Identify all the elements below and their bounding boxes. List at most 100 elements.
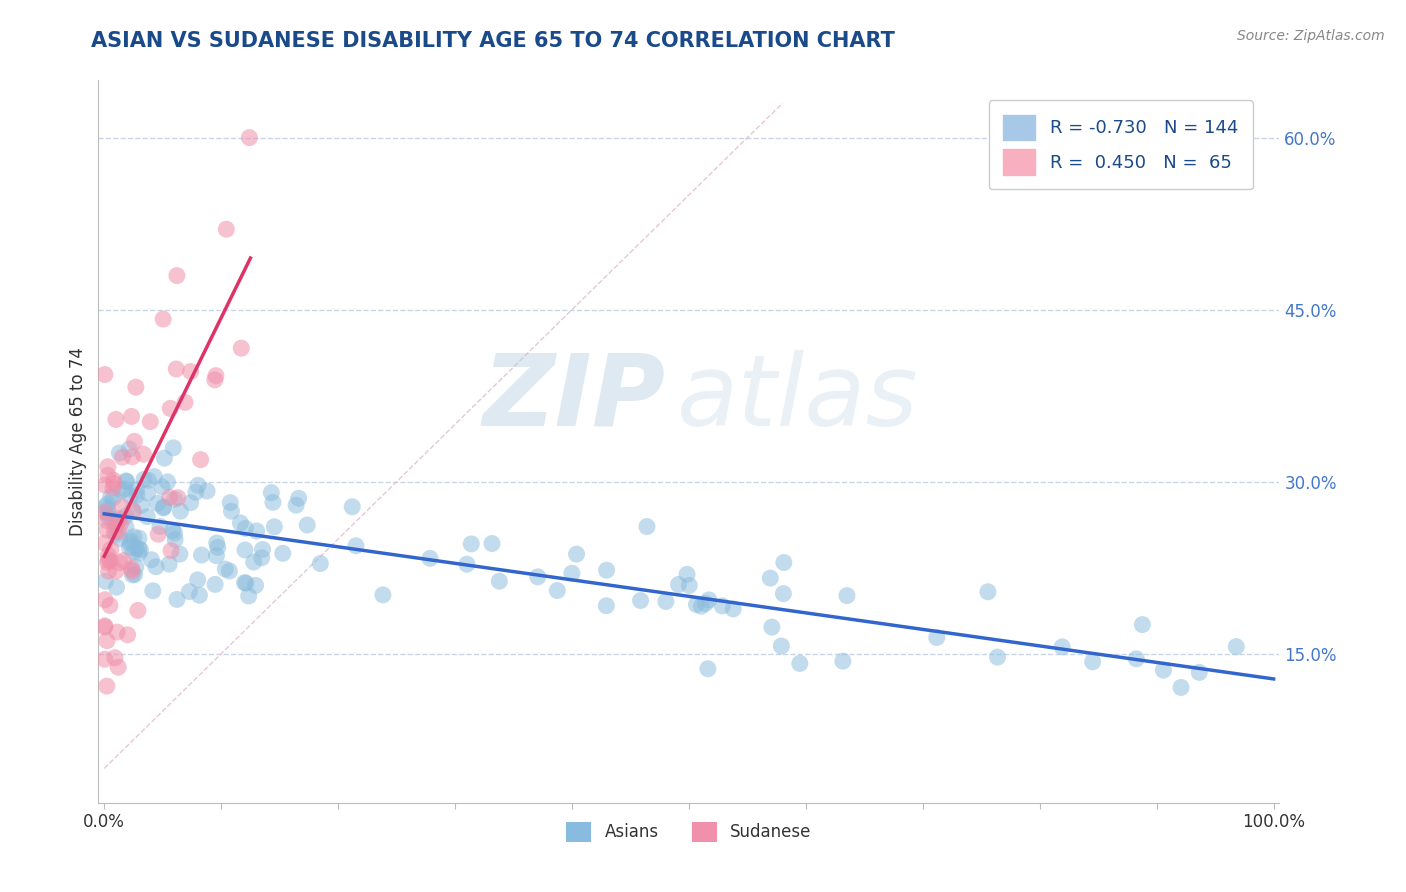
Text: atlas: atlas — [678, 350, 918, 447]
Point — [697, 593, 720, 607]
Point — [110, 516, 132, 531]
Point — [235, 521, 257, 535]
Point — [1130, 617, 1153, 632]
Point — [120, 489, 142, 503]
Point — [145, 559, 167, 574]
Point — [108, 446, 131, 460]
Point — [128, 531, 150, 545]
Point — [481, 536, 503, 550]
Point — [125, 488, 148, 502]
Point — [160, 543, 183, 558]
Point — [488, 574, 510, 589]
Point — [107, 514, 129, 528]
Point — [96, 513, 118, 527]
Point — [108, 556, 131, 570]
Point — [1125, 652, 1147, 666]
Point — [180, 364, 202, 378]
Point — [233, 575, 256, 590]
Point — [105, 517, 128, 532]
Text: ASIAN VS SUDANESE DISABILITY AGE 65 TO 74 CORRELATION CHART: ASIAN VS SUDANESE DISABILITY AGE 65 TO 7… — [91, 31, 896, 51]
Point — [977, 584, 1000, 599]
Point — [229, 516, 252, 530]
Point — [169, 547, 191, 561]
Point — [124, 434, 146, 449]
Point — [205, 368, 228, 383]
Point — [97, 556, 120, 570]
Point — [195, 484, 218, 499]
Point — [114, 482, 136, 496]
Point — [595, 599, 617, 613]
Point — [97, 507, 120, 521]
Point — [187, 478, 209, 492]
Point — [342, 500, 364, 514]
Point — [97, 548, 120, 562]
Point — [101, 481, 124, 495]
Point — [96, 523, 118, 537]
Point — [100, 490, 122, 504]
Point — [136, 509, 159, 524]
Point — [143, 469, 166, 483]
Point — [1081, 655, 1104, 669]
Point — [789, 657, 811, 671]
Point — [676, 567, 699, 582]
Point — [103, 491, 125, 505]
Point — [94, 619, 117, 633]
Point — [773, 556, 796, 570]
Point — [169, 504, 191, 518]
Point — [125, 483, 148, 497]
Point — [231, 341, 253, 355]
Point — [309, 557, 332, 571]
Point — [287, 491, 309, 506]
Point — [128, 541, 150, 556]
Point — [105, 625, 128, 640]
Point — [205, 549, 228, 563]
Point — [121, 503, 143, 517]
Point — [262, 495, 284, 509]
Point — [129, 543, 152, 558]
Point — [204, 373, 226, 387]
Point — [122, 504, 145, 518]
Point — [97, 459, 120, 474]
Point — [204, 577, 226, 591]
Point — [526, 570, 548, 584]
Point — [235, 576, 257, 591]
Point — [162, 441, 184, 455]
Point — [128, 546, 150, 560]
Point — [770, 639, 793, 653]
Point — [104, 527, 127, 541]
Point — [221, 504, 243, 518]
Point — [94, 592, 117, 607]
Point — [121, 409, 143, 424]
Legend: Asians, Sudanese: Asians, Sudanese — [560, 815, 818, 848]
Point — [149, 519, 172, 533]
Point — [546, 583, 568, 598]
Point — [124, 567, 146, 582]
Point — [117, 628, 139, 642]
Point — [1170, 681, 1192, 695]
Point — [695, 596, 717, 610]
Point — [690, 599, 713, 614]
Point — [668, 577, 690, 591]
Point — [94, 620, 117, 634]
Point — [118, 536, 141, 550]
Point — [242, 555, 264, 569]
Point — [94, 478, 117, 492]
Point — [238, 589, 260, 603]
Point — [96, 679, 118, 693]
Point — [761, 620, 783, 634]
Point — [156, 475, 179, 489]
Point — [146, 496, 169, 510]
Point — [152, 500, 174, 514]
Point — [153, 451, 176, 466]
Point — [105, 564, 128, 578]
Point — [250, 550, 273, 565]
Point — [107, 660, 129, 674]
Point — [94, 368, 117, 382]
Point — [157, 557, 180, 571]
Point — [118, 541, 141, 555]
Point — [565, 547, 588, 561]
Point — [419, 551, 441, 566]
Point — [207, 541, 229, 555]
Point — [115, 475, 138, 489]
Point — [122, 530, 145, 544]
